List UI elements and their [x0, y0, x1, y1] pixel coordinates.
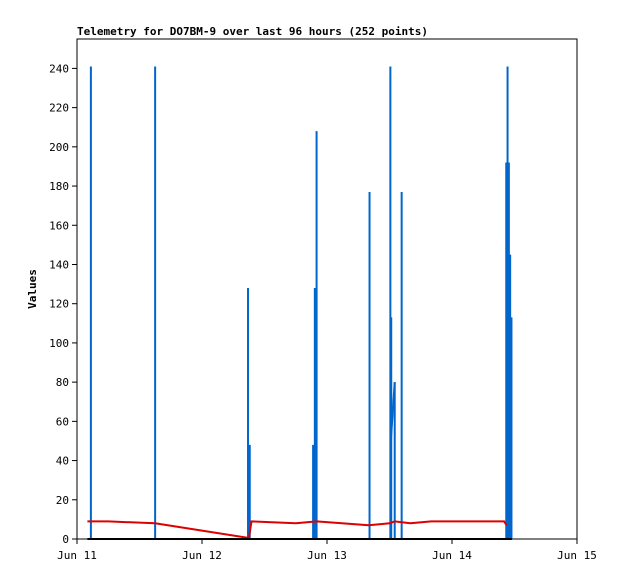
y-tick-label: 40: [56, 455, 69, 468]
series-layer: [87, 66, 513, 540]
chart-title: Telemetry for DO7BM-9 over last 96 hours…: [77, 25, 428, 38]
plot-area: [76, 38, 578, 540]
y-tick-label: 180: [49, 180, 69, 193]
y-tick-label: 120: [49, 298, 69, 311]
x-tick-label: Jun 15: [557, 549, 597, 562]
x-tick-label: Jun 13: [307, 549, 347, 562]
y-axis: 0 20 40 60 80 100 120 140 160 180 200 220 240: [49, 62, 77, 546]
y-tick-label: 100: [49, 337, 69, 350]
series-line: [87, 520, 508, 540]
y-tick-label: 240: [49, 62, 69, 75]
y-tick-label: 20: [56, 494, 69, 507]
x-tick-label: Jun 11: [57, 549, 97, 562]
y-tick-label: 60: [56, 415, 69, 428]
y-tick-label: 140: [49, 258, 69, 271]
ramp-mark: [389, 382, 396, 442]
y-tick-label: 160: [49, 219, 69, 232]
y-axis-label: Values: [26, 269, 39, 309]
y-tick-label: 220: [49, 102, 69, 115]
y-tick-label: 200: [49, 141, 69, 154]
x-tick-label: Jun 14: [432, 549, 472, 562]
y-tick-label: 80: [56, 376, 69, 389]
x-tick-label: Jun 12: [182, 549, 222, 562]
x-axis: Jun 11 Jun 12 Jun 13 Jun 14 Jun 15: [57, 539, 597, 562]
y-tick-label: 0: [62, 533, 69, 546]
